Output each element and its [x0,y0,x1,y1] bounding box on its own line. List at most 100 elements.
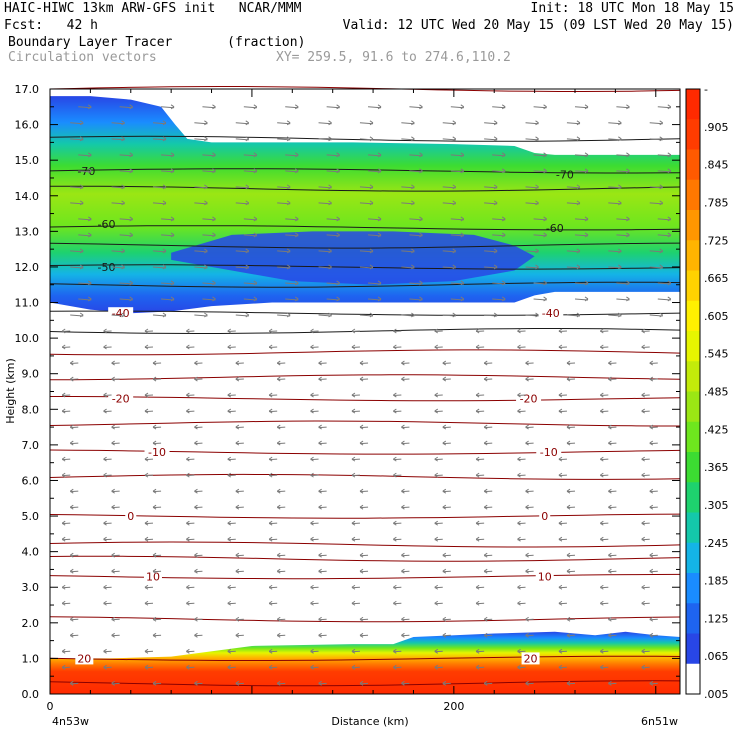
wind-vector-head [351,600,356,606]
axes: 0.0 1.0 2.0 3.0 4.0 5.0 6.0 7.0 8.0 9.0 10.0 11.0 12… [4,83,680,728]
wind-vector [119,106,133,109]
wind-vector-head [253,232,258,238]
colorbar-swatch [686,240,700,271]
wind-vector [525,266,539,269]
wind-vector-head [618,312,622,318]
wind-vector-head [493,200,498,206]
colorbar-swatch [686,542,700,574]
wind-vector-head [79,312,84,318]
wind-vector-head [351,536,356,542]
header-line1-right: Init: 18 UTC Mon 18 May 15 [530,1,735,16]
wind-vector [492,106,506,109]
isotherm-line [49,473,681,480]
colorbar-border [685,88,701,695]
wind-vector [119,154,133,157]
contour-label: 0 [127,510,134,523]
wind-vector-head [152,376,157,382]
wind-vector-head [194,504,198,510]
wind-vector-head [576,120,581,126]
wind-vector-head [460,296,465,302]
wind-vector-head [566,680,571,686]
wind-vector-head [419,216,423,222]
wind-vector-head [566,568,571,574]
wind-vector-head [535,120,539,126]
wind-vector [152,186,167,189]
wind-vector [318,202,332,205]
wind-vector [194,314,208,317]
wind-vector-head [111,568,115,574]
wind-vector [235,202,249,205]
wind-vector-head [318,568,322,574]
wind-vector-head [79,120,84,126]
wind-vector-head [359,376,364,382]
wind-vector-head [566,440,571,446]
x-start-label: 4n53w [52,715,89,728]
wind-vector-head [328,136,332,142]
wind-vector-head [103,536,107,542]
wind-vector-head [129,280,133,286]
isotherm-line [49,513,681,519]
wind-vector-head [162,184,167,190]
wind-vector-head [493,184,498,190]
wind-vector-head [517,456,521,462]
header-line2-right: Valid: 12 UTC Wed 20 May 15 (09 LST Wed … [342,18,734,33]
wind-vector-head [253,104,258,110]
wind-vector [409,154,423,157]
contour-label: 20 [77,652,91,665]
wind-vector-head [310,408,314,414]
wind-vector-head [649,360,654,366]
wind-vector-head [667,280,672,286]
wind-vector-head [227,392,232,398]
wind-vector [533,218,547,221]
wind-vector [277,186,291,189]
colorbar-label: .605 [704,310,729,323]
wind-vector-head [434,536,439,542]
wind-vector [401,186,415,189]
isotherm-line [49,328,681,334]
wind-vector-head [227,472,232,478]
y-axis-label: Height (km) [4,358,17,424]
wind-vector-head [393,344,397,350]
contour-label: -40 [542,307,560,320]
wind-vector-head [411,120,415,126]
wind-vector-head [475,520,480,526]
wind-vector-head [204,248,208,254]
wind-vector-head [434,472,439,478]
wind-vector-head [566,488,571,494]
wind-vector-head [144,472,149,478]
wind-vector-head [103,600,107,606]
wind-vector-head [268,344,273,350]
wind-vector [359,122,373,125]
wind-vector-head [111,632,115,638]
wind-vector [235,138,249,141]
wind-vector-head [442,552,447,558]
colorbar-swatch [686,210,700,241]
wind-vector [78,106,92,109]
wind-vector-head [310,648,314,654]
wind-vector-head [618,248,622,254]
wind-vector-head [535,200,539,206]
wind-vector-head [194,360,198,366]
wind-vector-head [310,344,314,350]
wind-vector-head [318,424,322,430]
wind-vector [409,170,423,173]
y-tick-label: 11.0 [15,297,40,310]
isotherm-line [49,242,681,249]
wind-vector-head [434,648,439,654]
upper-layer-minimum [171,231,535,285]
wind-vector-head [501,216,506,222]
wind-vector-head [641,472,645,478]
wind-vector-head [535,312,539,318]
wind-vector-head [294,168,299,174]
wind-vector-head [286,184,291,190]
wind-vector-head [186,456,190,462]
wind-vector-head [393,328,397,334]
wind-vector [649,314,663,317]
wind-vector-head [543,168,547,174]
wind-vector [277,266,291,269]
wind-vector [78,154,92,157]
isotherm-line [50,396,681,402]
wind-vector [649,138,663,141]
wind-vector-head [608,616,612,622]
wind-vector-head [310,536,314,542]
